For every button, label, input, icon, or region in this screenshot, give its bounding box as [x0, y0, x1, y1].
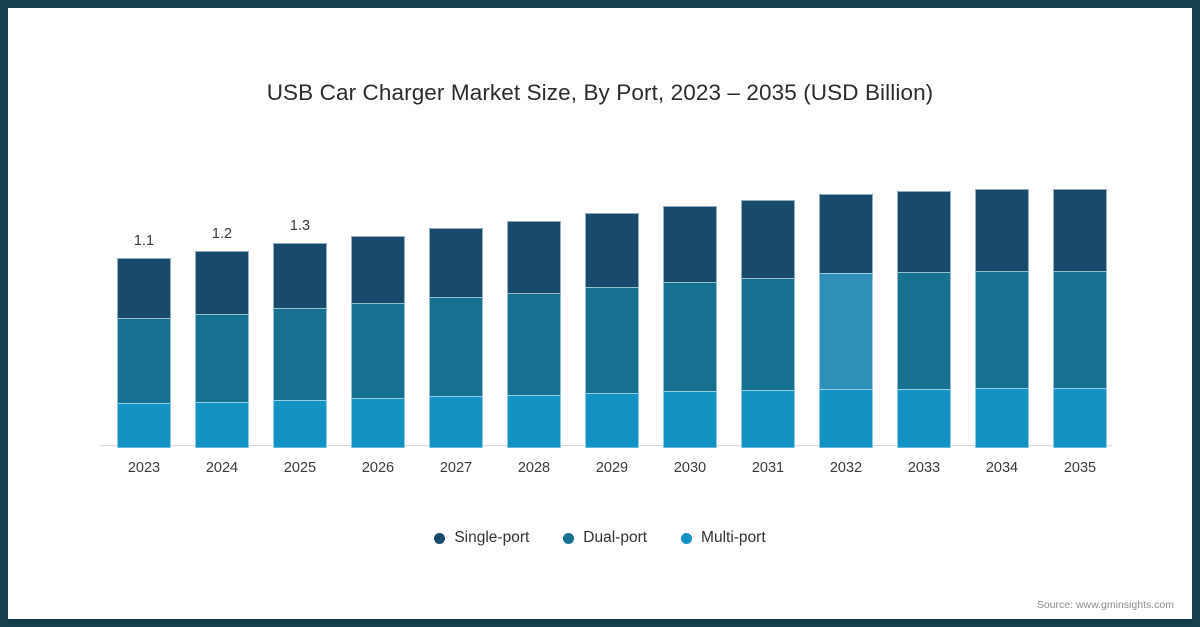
bar-column[interactable]	[195, 251, 249, 448]
x-axis-tick-2033: 2033	[907, 460, 941, 476]
bar-column[interactable]	[1053, 189, 1107, 448]
bar-segment-dual[interactable]	[663, 282, 717, 391]
bar-value-label: 1.2	[211, 226, 233, 242]
bar-segment-dual[interactable]	[1053, 271, 1107, 388]
x-axis-tick-2025: 2025	[283, 460, 317, 476]
bar-segment-multi[interactable]	[1053, 388, 1107, 448]
bar-segment-single[interactable]	[273, 243, 327, 308]
x-axis-tick-2030: 2030	[673, 460, 707, 476]
source-attribution: Source: www.gminsights.com	[1036, 599, 1174, 611]
x-axis-tick-2026: 2026	[361, 460, 395, 476]
bar-column[interactable]	[741, 200, 795, 448]
bar-segment-multi[interactable]	[195, 402, 249, 448]
bar-column[interactable]	[429, 228, 483, 448]
bar-segment-multi[interactable]	[507, 395, 561, 448]
chart-canvas: USB Car Charger Market Size, By Port, 20…	[8, 8, 1192, 619]
bar-segment-multi[interactable]	[663, 391, 717, 448]
legend-label: Multi-port	[701, 529, 766, 546]
bar-column[interactable]	[585, 213, 639, 448]
bar-segment-dual[interactable]	[741, 278, 795, 390]
bar-segment-single[interactable]	[897, 191, 951, 272]
bar-segment-single[interactable]	[1053, 189, 1107, 271]
bar-column[interactable]	[819, 194, 873, 448]
legend-item-single-port[interactable]: Single-port	[434, 529, 529, 547]
bar-segment-single[interactable]	[663, 206, 717, 282]
bar-segment-dual[interactable]	[585, 287, 639, 393]
bar-segment-dual[interactable]	[975, 271, 1029, 388]
bar-value-label: 1.3	[289, 218, 311, 234]
plot-area	[100, 158, 1110, 448]
bar-segment-single[interactable]	[507, 221, 561, 293]
legend-item-dual-port[interactable]: Dual-port	[563, 529, 647, 547]
bar-segment-single[interactable]	[819, 194, 873, 273]
bar-segment-multi[interactable]	[273, 400, 327, 448]
bar-segment-multi[interactable]	[351, 398, 405, 448]
x-axis-tick-2029: 2029	[595, 460, 629, 476]
x-axis-tick-2034: 2034	[985, 460, 1019, 476]
bar-column[interactable]	[663, 206, 717, 448]
dot-icon	[434, 532, 446, 544]
bar-segment-multi[interactable]	[117, 403, 171, 448]
bar-value-label: 1.1	[133, 233, 155, 249]
bar-segment-single[interactable]	[585, 213, 639, 287]
bar-column[interactable]	[273, 243, 327, 448]
bar-segment-dual[interactable]	[351, 303, 405, 398]
chart-legend: Single-port Dual-port Multi-port	[8, 529, 1192, 547]
bar-segment-single[interactable]	[429, 228, 483, 297]
legend-label: Single-port	[454, 529, 530, 546]
bar-segment-single[interactable]	[975, 189, 1029, 271]
bar-segment-single[interactable]	[351, 236, 405, 303]
bar-column[interactable]	[975, 189, 1029, 448]
x-axis-tick-2031: 2031	[751, 460, 785, 476]
bar-segment-dual[interactable]	[429, 297, 483, 396]
bar-segment-dual[interactable]	[897, 272, 951, 389]
bar-segment-highlighted[interactable]	[819, 273, 873, 389]
bar-column[interactable]	[507, 221, 561, 448]
bar-segment-dual[interactable]	[195, 314, 249, 402]
bar-segment-single[interactable]	[195, 251, 249, 314]
bar-segment-multi[interactable]	[819, 389, 873, 448]
page-title: USB Car Charger Market Size, By Port, 20…	[266, 80, 934, 105]
legend-item-multi-port[interactable]: Multi-port	[681, 529, 766, 547]
bar-segment-multi[interactable]	[975, 388, 1029, 448]
x-axis-tick-2028: 2028	[517, 460, 551, 476]
x-axis-tick-2035: 2035	[1063, 460, 1097, 476]
x-axis-tick-2027: 2027	[439, 460, 473, 476]
bar-segment-dual[interactable]	[507, 293, 561, 395]
bar-segment-multi[interactable]	[585, 393, 639, 448]
bar-segment-dual[interactable]	[117, 318, 171, 403]
bar-segment-single[interactable]	[117, 258, 171, 318]
dot-icon	[681, 532, 693, 544]
bar-segment-single[interactable]	[741, 200, 795, 278]
dot-icon	[563, 532, 575, 544]
x-axis-tick-2024: 2024	[205, 460, 239, 476]
legend-label: Dual-port	[583, 529, 648, 546]
x-axis-tick-2032: 2032	[829, 460, 863, 476]
bar-column[interactable]	[351, 236, 405, 448]
bar-column[interactable]	[117, 258, 171, 448]
bar-segment-multi[interactable]	[741, 390, 795, 448]
bar-segment-dual[interactable]	[273, 308, 327, 400]
bar-segment-multi[interactable]	[897, 389, 951, 448]
bar-column[interactable]	[897, 191, 951, 448]
x-axis-tick-2023: 2023	[127, 460, 161, 476]
bar-segment-multi[interactable]	[429, 396, 483, 448]
